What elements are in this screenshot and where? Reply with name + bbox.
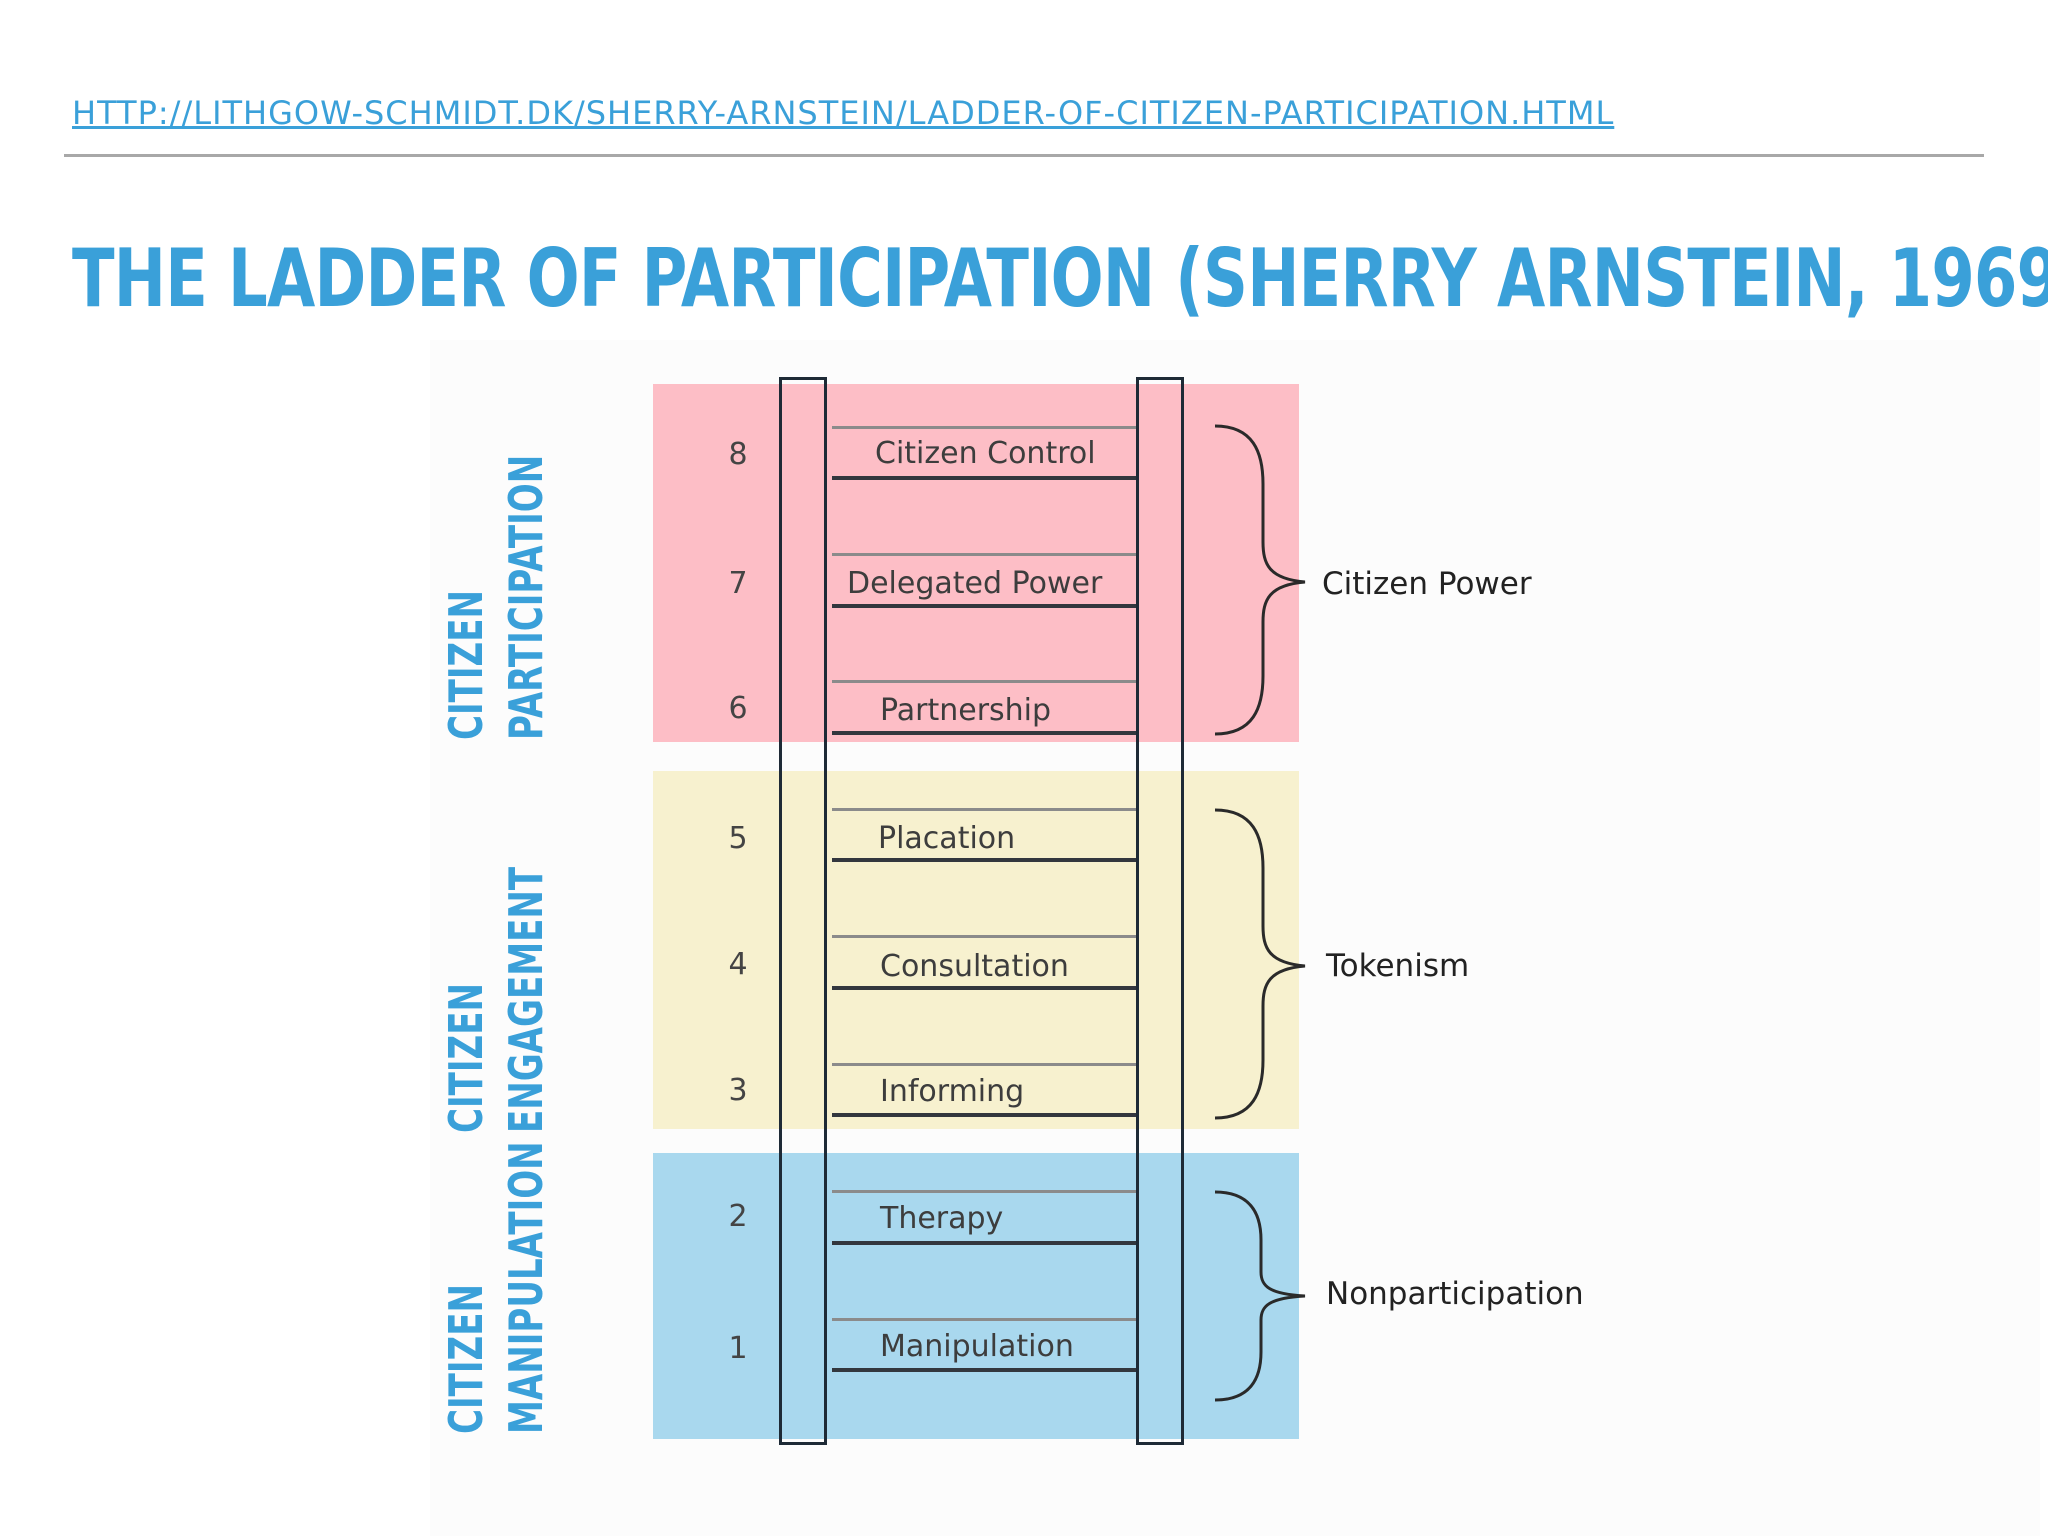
rung-1-number: 1 — [728, 1331, 748, 1366]
rung-5-number: 5 — [728, 821, 748, 856]
rung-8-number: 8 — [728, 437, 748, 472]
rung-8-bottom — [832, 476, 1136, 480]
side-label-line-1: CITIZEN — [439, 1284, 493, 1434]
rung-3-label: Informing — [880, 1074, 1025, 1109]
citizen-power-brace — [1214, 424, 1306, 736]
rung-4-top — [832, 935, 1136, 938]
ladder-left-rail — [779, 377, 827, 1445]
rung-3-bottom — [832, 1113, 1136, 1117]
nonparticipation-label: Nonparticipation — [1326, 1276, 1584, 1312]
citizen-engagement-side-label: CITIZEN ENGAGEMENT — [436, 867, 556, 1133]
nonparticipation-brace — [1214, 1190, 1306, 1402]
slide-title: THE LADDER OF PARTICIPATION (SHERRY ARNS… — [72, 232, 2048, 325]
header-divider — [64, 154, 1984, 157]
rung-4-bottom — [832, 986, 1136, 990]
source-url-link[interactable]: HTTP://LITHGOW-SCHMIDT.DK/SHERRY-ARNSTEI… — [72, 94, 1615, 132]
rung-8-top — [832, 426, 1136, 429]
rung-2-number: 2 — [728, 1199, 748, 1234]
rung-5-bottom — [832, 858, 1136, 862]
side-label-line-2: ENGAGEMENT — [499, 866, 553, 1133]
rung-4-number: 4 — [728, 947, 748, 982]
side-label-line-2: PARTICIPATION — [499, 454, 553, 740]
ladder-right-rail — [1136, 377, 1184, 1445]
nonparticipation-band — [653, 1153, 1299, 1439]
rung-1-top — [832, 1318, 1136, 1321]
rung-6-bottom — [832, 731, 1136, 735]
tokenism-label: Tokenism — [1326, 948, 1470, 984]
rung-7-top — [832, 553, 1136, 556]
tokenism-brace — [1214, 808, 1306, 1120]
rung-5-top — [832, 808, 1136, 811]
citizen-participation-side-label: CITIZEN PARTICIPATION — [436, 455, 556, 740]
side-label-line-1: CITIZEN — [439, 590, 493, 740]
rung-3-number: 3 — [728, 1073, 748, 1108]
tokenism-band — [653, 771, 1299, 1129]
rung-2-label: Therapy — [880, 1201, 1004, 1236]
side-label-line-2: MANIPULATION — [499, 1141, 553, 1434]
rung-2-top — [832, 1190, 1136, 1193]
rung-7-label: Delegated Power — [847, 566, 1103, 601]
rung-5-label: Placation — [878, 821, 1016, 856]
rung-4-label: Consultation — [880, 949, 1069, 984]
citizen-manipulation-side-label: CITIZEN MANIPULATION — [436, 1141, 556, 1434]
rung-1-label: Manipulation — [880, 1329, 1074, 1364]
rung-6-top — [832, 680, 1136, 683]
rung-6-label: Partnership — [880, 693, 1052, 728]
rung-2-bottom — [832, 1241, 1136, 1245]
rung-8-label: Citizen Control — [875, 436, 1096, 471]
rung-7-number: 7 — [728, 566, 748, 601]
rung-3-top — [832, 1063, 1136, 1066]
rung-6-number: 6 — [728, 691, 748, 726]
rung-7-bottom — [832, 604, 1136, 608]
rung-1-bottom — [832, 1368, 1136, 1372]
side-label-line-1: CITIZEN — [439, 983, 493, 1133]
citizen-power-label: Citizen Power — [1322, 566, 1532, 602]
